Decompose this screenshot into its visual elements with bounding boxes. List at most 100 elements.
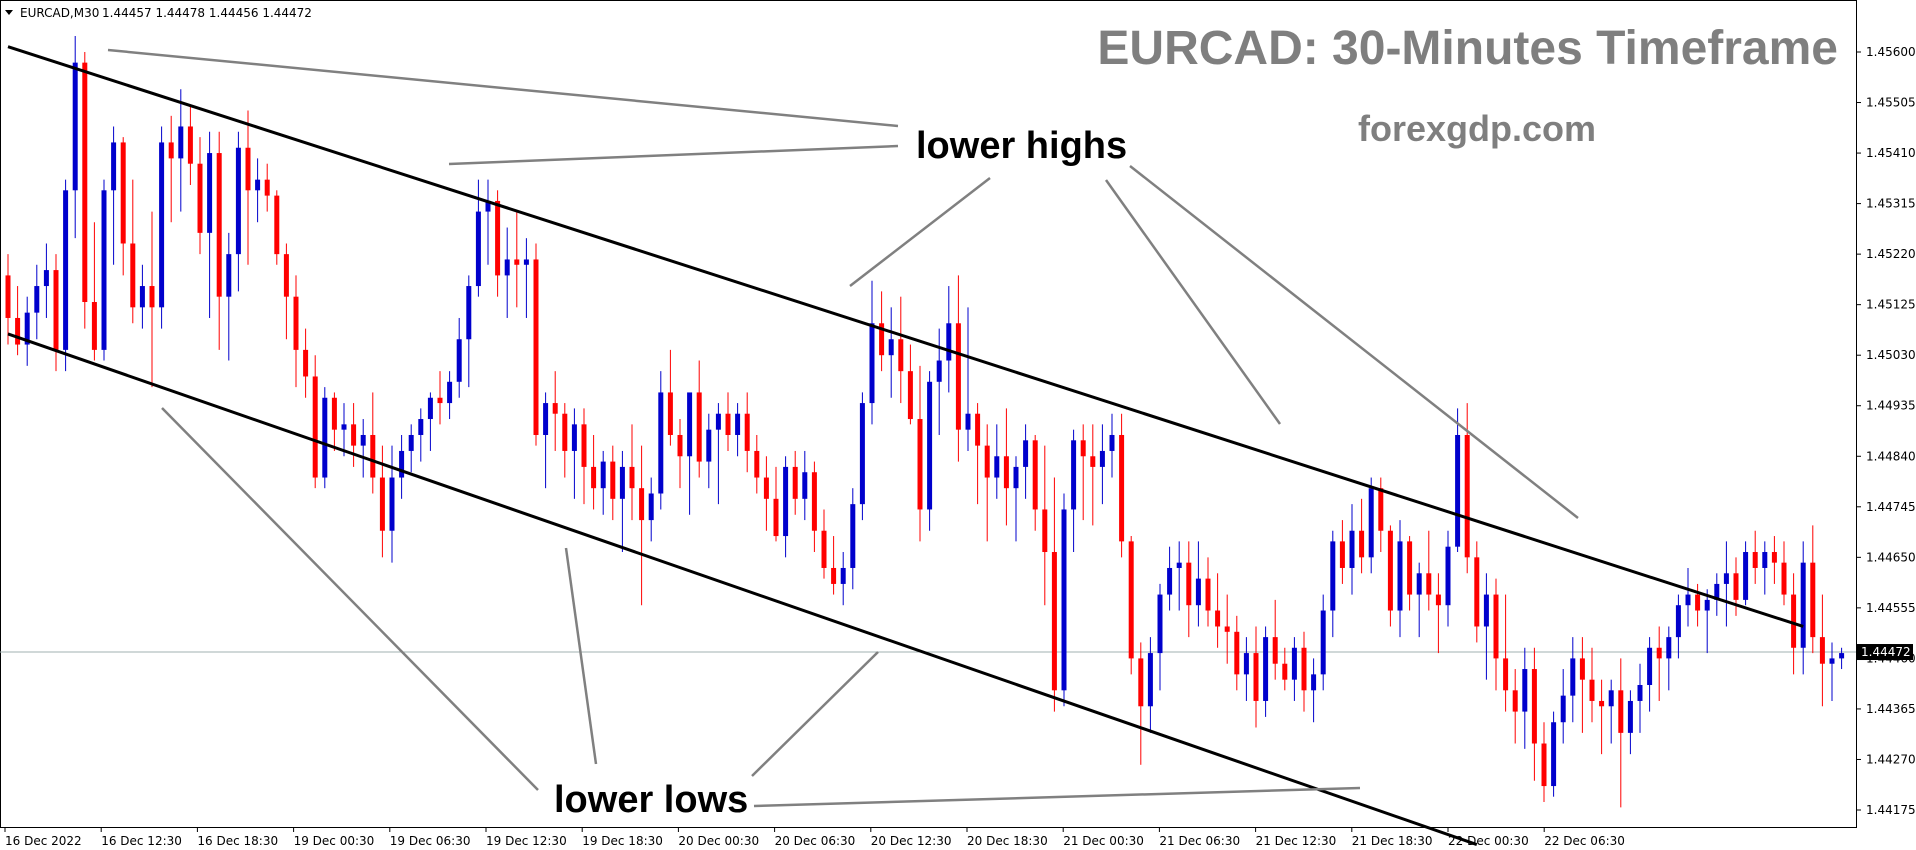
candle-body xyxy=(965,413,971,430)
candle-body xyxy=(1541,743,1547,787)
candle-body xyxy=(1416,573,1422,595)
candle-body xyxy=(1522,669,1528,712)
candle-body xyxy=(1647,647,1653,685)
candle-body xyxy=(351,424,357,446)
time-tick-label: 22 Dec 00:30 xyxy=(1448,834,1529,848)
candle-body xyxy=(946,323,952,361)
candle-body xyxy=(1608,690,1614,707)
candle-body xyxy=(984,445,990,478)
candle-body xyxy=(1080,440,1086,457)
candle-body xyxy=(523,259,529,265)
candle-body xyxy=(1829,658,1835,664)
candle-body xyxy=(667,392,673,435)
candle-body xyxy=(1243,653,1249,675)
candle-body xyxy=(898,339,904,372)
price-tick-label: 1.45030 xyxy=(1866,348,1916,362)
candle-body xyxy=(1397,541,1403,611)
candle-body xyxy=(1109,434,1115,451)
candle-body xyxy=(1186,562,1192,606)
candle-body xyxy=(1426,573,1432,595)
symbol-label: EURCAD,M30 xyxy=(20,6,99,20)
descending-channel xyxy=(7,45,1804,846)
candle-body xyxy=(658,392,664,494)
candle-body xyxy=(1224,626,1230,632)
candle-body xyxy=(475,211,481,287)
candle-body xyxy=(178,126,184,159)
candle-body xyxy=(1147,653,1153,707)
time-tick-label: 20 Dec 00:30 xyxy=(678,834,759,848)
candle-body xyxy=(1205,578,1211,611)
candle-body xyxy=(34,286,40,313)
time-tick-label: 21 Dec 18:30 xyxy=(1352,834,1433,848)
price-tick-label: 1.45125 xyxy=(1866,298,1916,312)
pointer-line xyxy=(849,177,991,287)
candle-body xyxy=(130,243,136,308)
candle-body xyxy=(1733,573,1739,600)
time-tick-label: 19 Dec 12:30 xyxy=(486,834,567,848)
candle-body xyxy=(1368,488,1374,558)
candle-body xyxy=(1560,695,1566,723)
candle-body xyxy=(725,413,731,435)
candle-body xyxy=(255,179,261,191)
candle-body xyxy=(859,403,865,505)
candle-body xyxy=(72,62,78,191)
candle-body xyxy=(1157,594,1163,654)
candle-body xyxy=(370,434,376,478)
candle-body xyxy=(533,259,539,435)
price-tick-label: 1.45505 xyxy=(1866,96,1916,110)
candle-body xyxy=(552,403,558,414)
candle-body xyxy=(744,413,750,451)
candle-body xyxy=(1311,674,1317,691)
candle-body xyxy=(1483,594,1489,627)
candle-body xyxy=(1675,605,1681,638)
price-tick-label: 1.44555 xyxy=(1866,601,1916,615)
candle-body xyxy=(159,142,165,308)
pointer-line xyxy=(1129,165,1579,519)
candle-body xyxy=(1407,541,1413,595)
candle-body xyxy=(763,477,769,499)
time-tick-label: 19 Dec 06:30 xyxy=(390,834,471,848)
candle-body xyxy=(1215,610,1221,627)
time-tick-label: 21 Dec 00:30 xyxy=(1063,834,1144,848)
pointer-line xyxy=(1104,179,1282,425)
candle-body xyxy=(1032,440,1038,510)
candle-body xyxy=(1359,530,1365,558)
candle-body xyxy=(1099,450,1105,467)
lower-highs-label: lower highs xyxy=(916,125,1127,167)
candle-body xyxy=(1301,647,1307,691)
pointer-line xyxy=(161,407,539,791)
pointer-line xyxy=(751,651,879,777)
time-tick-label: 21 Dec 12:30 xyxy=(1256,834,1337,848)
time-axis: 16 Dec 2022 16 Dec 12:30 16 Dec 18:30 19 De… xyxy=(4,827,1625,848)
candle-body xyxy=(245,147,251,191)
time-tick-label: 20 Dec 12:30 xyxy=(871,834,952,848)
candle-body xyxy=(840,567,846,584)
candle-body xyxy=(696,392,702,462)
price-tick-label: 1.44745 xyxy=(1866,500,1916,514)
candle-body xyxy=(1291,647,1297,680)
price-axis: 1.45600 1.45505 1.45410 1.45315 1.45220 1.451… xyxy=(1856,45,1916,817)
candle-body xyxy=(1781,562,1787,595)
candle-body xyxy=(312,376,318,478)
price-tick-label: 1.45220 xyxy=(1866,247,1916,261)
candle-body xyxy=(802,472,808,499)
candle-body xyxy=(24,312,30,345)
candle-body xyxy=(226,254,232,297)
candle-body xyxy=(1743,552,1749,600)
candle-body xyxy=(399,450,405,478)
candle-body xyxy=(1551,722,1557,787)
price-tick-label: 1.44650 xyxy=(1866,550,1916,564)
candle-body xyxy=(888,339,894,356)
annotation-pointers xyxy=(107,48,1579,808)
candle-body xyxy=(994,456,1000,478)
time-tick-label: 16 Dec 18:30 xyxy=(197,834,278,848)
time-tick-label: 19 Dec 00:30 xyxy=(294,834,375,848)
chevron-down-icon[interactable] xyxy=(5,10,13,15)
candle-body xyxy=(53,270,59,350)
candle-body xyxy=(447,381,453,404)
candle-body xyxy=(1128,541,1134,659)
candle-body xyxy=(1013,466,1019,489)
candle-body xyxy=(456,339,462,382)
candle-body xyxy=(648,493,654,521)
